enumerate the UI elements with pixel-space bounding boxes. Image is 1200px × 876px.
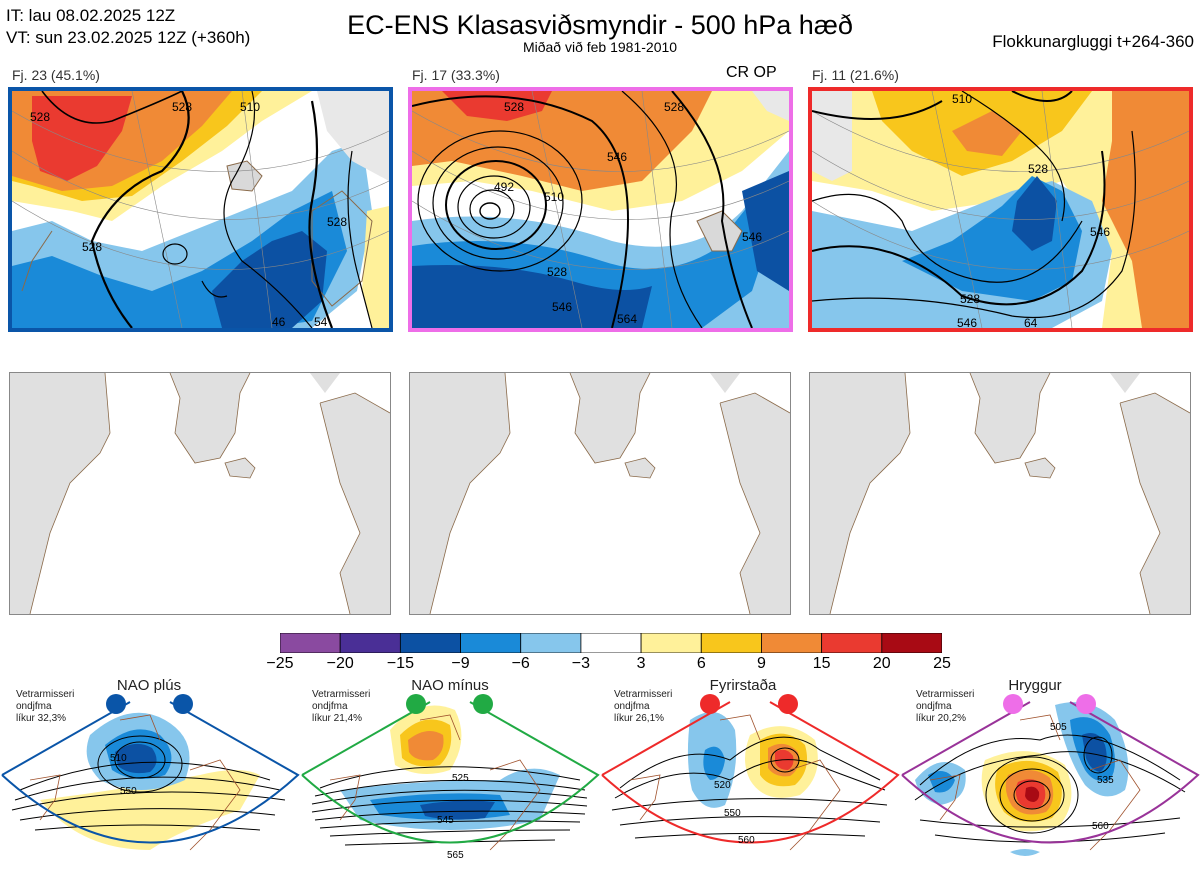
- regime-2-contour-label: 525: [452, 773, 469, 784]
- regime-4-title: Hryggur: [1008, 677, 1062, 694]
- cluster-3-contour-label: 528: [1028, 162, 1048, 176]
- colorbar-tick-label: 9: [757, 655, 766, 672]
- cluster-2-contour-label: 528: [547, 265, 567, 279]
- page-subtitle: Miðað við feb 1981-2010: [522, 39, 678, 55]
- regime-4-marker-left: [1003, 694, 1023, 714]
- colorbar-tick-label: 20: [872, 655, 891, 672]
- colorbar-tick-label: 6: [696, 655, 706, 672]
- colorbar-swatch: [580, 632, 642, 654]
- regime-4-contour-label: 535: [1097, 775, 1114, 786]
- colorbar-swatch: [821, 632, 883, 654]
- regime-3-contour-label: 520: [714, 780, 731, 791]
- header-info: IT: lau 08.02.2025 12Z VT: sun 23.02.202…: [6, 5, 250, 49]
- regime-1-title: NAO plús: [116, 677, 182, 694]
- cluster-1-map: 528 510 528 528 528 46 54: [8, 87, 393, 332]
- cluster-2-contour-label: 492: [494, 180, 514, 194]
- page-title: EC-ENS Klasasviðsmyndir - 500 hPa hæð: [347, 10, 853, 40]
- cluster-1-contour-label: 510: [240, 100, 260, 114]
- regime-4-note: Vetrarmisseri ondjfma líkur 20,2%: [916, 689, 975, 724]
- cluster-2-contour-label: 528: [664, 100, 684, 114]
- regime-2-marker-left: [406, 694, 426, 714]
- cluster-3-label: Fj. 11 (21.6%): [812, 67, 899, 83]
- regime-3-title: Fyrirstaða: [709, 677, 777, 694]
- cluster-1-contour-label: 528: [30, 110, 50, 124]
- cluster-2-spread-map: [409, 372, 791, 615]
- cluster-3-contour-label: 546: [1090, 225, 1110, 239]
- regime-ridge: 505 535 560 Hryggur Vetrarmisseri ondjfm…: [900, 677, 1200, 871]
- colorbar-swatch: [881, 632, 943, 654]
- colorbar-tick-label: −25: [266, 655, 294, 672]
- cluster-1-contour-label: 528: [82, 240, 102, 254]
- colorbar-swatch: [460, 632, 522, 654]
- colorbar-swatch: [640, 632, 702, 654]
- regime-1-note: Vetrarmisseri ondjfma líkur 32,3%: [16, 689, 75, 724]
- regime-4-contour-label: 505: [1050, 722, 1067, 733]
- colorbar-swatch: [399, 632, 461, 654]
- colorbar-swatch: [700, 632, 762, 654]
- colorbar-tick-label: −3: [571, 655, 591, 672]
- regime-1-contour-label: 510: [110, 753, 127, 764]
- colorbar-swatches: [279, 632, 943, 654]
- cluster-1-spread-map: [9, 372, 391, 615]
- cluster-1-contour-label: 528: [327, 215, 347, 229]
- colorbar-tick-label: −9: [451, 655, 470, 672]
- cluster-1-contour-label: 528: [172, 100, 192, 114]
- cluster-3-spread-map: [809, 372, 1191, 615]
- colorbar-tick-label: −20: [326, 655, 354, 672]
- initial-time: IT: lau 08.02.2025 12Z: [6, 6, 176, 25]
- regime-3-contour-label: 550: [724, 808, 741, 819]
- cluster-2-contour-label: 528: [504, 100, 524, 114]
- cluster-3-contour-label: 528: [960, 292, 980, 306]
- colorbar: [279, 632, 943, 654]
- cluster-1-contour-label: 46: [272, 315, 286, 328]
- regime-1-marker-left: [106, 694, 126, 714]
- regime-3-contour-label: 560: [738, 835, 755, 846]
- regime-2-contour-label: 545: [437, 815, 454, 826]
- regime-2-note: Vetrarmisseri ondjfma líkur 21,4%: [312, 689, 371, 724]
- colorbar-swatch: [520, 632, 582, 654]
- regime-2-title: NAO mínus: [411, 677, 489, 694]
- colorbar-swatch: [761, 632, 823, 654]
- cluster-2-contour-label: 546: [742, 230, 762, 244]
- cluster-1-contour-label: 54: [314, 315, 328, 328]
- cluster-1-label: Fj. 23 (45.1%): [12, 67, 100, 83]
- regime-2-contour-label: 565: [447, 850, 464, 861]
- cluster-3-contour-label: 510: [952, 92, 972, 106]
- regime-2-marker-right: [473, 694, 493, 714]
- regime-3-note: Vetrarmisseri ondjfma líkur 26,1%: [614, 689, 673, 724]
- cluster-2-map: 528 546 492 510 546 528 546 564 528: [408, 87, 793, 332]
- colorbar-swatch: [279, 632, 341, 654]
- cluster-3-contour-label: 546: [957, 316, 977, 328]
- regime-3-marker-right: [778, 694, 798, 714]
- valid-time: VT: sun 23.02.2025 12Z (+360h): [6, 28, 251, 47]
- regime-nao-plus: 510 550 NAO plús Vetrarmisseri ondjfma l…: [0, 677, 300, 871]
- regime-1-marker-right: [173, 694, 193, 714]
- colorbar-tick-label: 3: [636, 655, 646, 672]
- regime-3-marker-left: [700, 694, 720, 714]
- cluster-2-contour-label: 564: [617, 312, 637, 326]
- colorbar-tick-label: 25: [933, 655, 951, 672]
- cluster-2-label: Fj. 17 (33.3%): [412, 67, 500, 83]
- cluster-3-map: 510 528 546 528 546 64: [808, 87, 1193, 332]
- regime-nao-minus: 525 545 565 NAO mínus Vetrarmisseri ondj…: [300, 677, 600, 871]
- colorbar-swatch: [339, 632, 401, 654]
- cluster-2-contour-label: 546: [552, 300, 572, 314]
- cluster-2-contour-label: 510: [544, 190, 564, 204]
- cluster-3-contour-label: 64: [1024, 316, 1038, 328]
- cluster-2-contour-label: 546: [607, 150, 627, 164]
- regime-4-marker-right: [1076, 694, 1096, 714]
- regime-blocking: 520 550 560 Fyrirstaða Vetrarmisseri ond…: [600, 677, 900, 871]
- regime-1-contour-label: 550: [120, 786, 137, 797]
- classification-window: Flokkunargluggi t+264-360: [992, 32, 1194, 51]
- colorbar-tick-label: −15: [386, 655, 414, 672]
- cluster-2-extra-label: CR OP: [726, 64, 777, 81]
- colorbar-tick-label: 15: [812, 655, 831, 672]
- regime-4-contour-label: 560: [1092, 821, 1109, 832]
- colorbar-tick-label: −6: [511, 655, 530, 672]
